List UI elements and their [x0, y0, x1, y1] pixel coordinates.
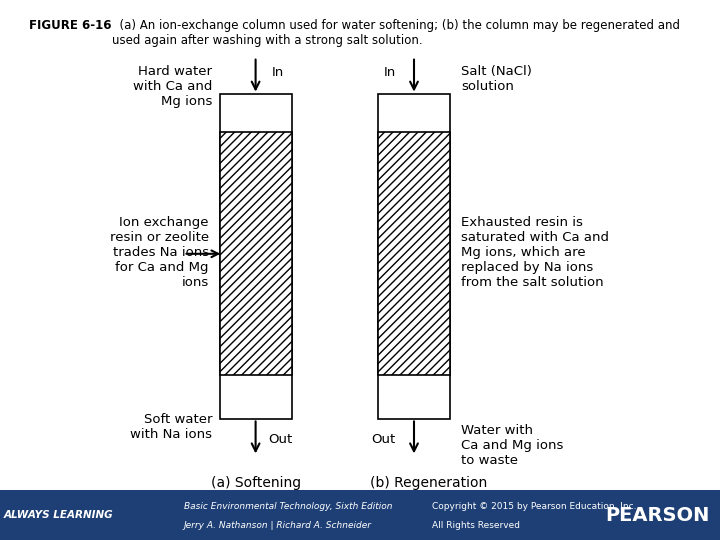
Bar: [220, 132, 292, 375]
Text: Out: Out: [269, 433, 293, 446]
Text: Ion exchange
resin or zeolite
trades Na ions
for Ca and Mg
ions: Ion exchange resin or zeolite trades Na …: [109, 216, 209, 289]
Text: Soft water
with Na ions: Soft water with Na ions: [130, 413, 212, 441]
Bar: [378, 94, 450, 419]
Text: In: In: [384, 66, 396, 79]
Text: (b) Regeneration: (b) Regeneration: [370, 476, 487, 490]
Text: (a) Softening: (a) Softening: [210, 476, 301, 490]
Text: Salt (NaCl)
solution: Salt (NaCl) solution: [461, 65, 531, 93]
Text: Water with
Ca and Mg ions
to waste: Water with Ca and Mg ions to waste: [461, 424, 563, 467]
Text: Hard water
with Ca and
Mg ions: Hard water with Ca and Mg ions: [133, 65, 212, 108]
Text: Exhausted resin is
saturated with Ca and
Mg ions, which are
replaced by Na ions
: Exhausted resin is saturated with Ca and…: [461, 216, 609, 289]
Bar: [378, 132, 450, 375]
Text: ALWAYS LEARNING: ALWAYS LEARNING: [4, 510, 113, 520]
Bar: [0, 490, 720, 540]
Text: FIGURE 6-16: FIGURE 6-16: [29, 19, 112, 32]
Text: Basic Environmental Technology, Sixth Edition: Basic Environmental Technology, Sixth Ed…: [184, 502, 392, 511]
Text: Out: Out: [372, 433, 396, 446]
Text: Jerry A. Nathanson | Richard A. Schneider: Jerry A. Nathanson | Richard A. Schneide…: [184, 521, 372, 530]
Text: All Rights Reserved: All Rights Reserved: [432, 521, 520, 530]
Text: In: In: [271, 66, 284, 79]
Text: (a) An ion-exchange column used for water softening; (b) the column may be regen: (a) An ion-exchange column used for wate…: [112, 19, 680, 47]
Bar: [220, 94, 292, 419]
Text: Copyright © 2015 by Pearson Education, Inc.: Copyright © 2015 by Pearson Education, I…: [432, 502, 636, 511]
Text: PEARSON: PEARSON: [605, 505, 709, 525]
